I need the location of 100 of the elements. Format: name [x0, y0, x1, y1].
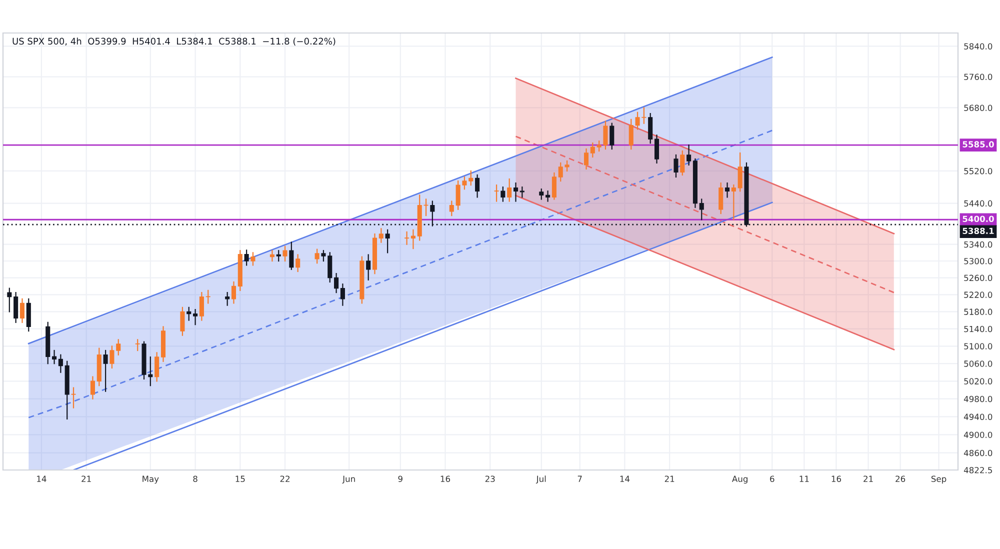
candlestick: [699, 198, 704, 220]
candlestick: [404, 231, 410, 245]
y-tick-label: 5680.0: [964, 104, 992, 112]
x-tick-label: 14: [620, 476, 630, 482]
candlestick: [738, 152, 742, 192]
candlestick: [558, 162, 563, 182]
candlestick: [244, 250, 249, 266]
candlestick: [231, 281, 236, 304]
x-tick-label: Aug: [732, 476, 748, 484]
candlestick: [564, 160, 570, 172]
candlestick: [103, 350, 108, 392]
x-tick-label: 26: [896, 476, 906, 482]
x-tick-label: 15: [236, 476, 245, 482]
y-tick-label: 5520.0: [964, 168, 992, 174]
candlestick: [314, 248, 320, 264]
candlestick: [71, 387, 76, 408]
candlestick: [90, 376, 96, 400]
chart-title: US SPX 500, 4h O5399.9 H5401.4 L5384.1 C5388.1 −11.8 (−0.22%): [12, 38, 336, 46]
candlestick: [385, 229, 390, 254]
y-tick-label: 4860.0: [964, 450, 992, 456]
candlestick: [378, 228, 384, 243]
candlestick: [328, 252, 332, 283]
candlestick: [628, 118, 634, 150]
y-tick-label: 5020.0: [964, 378, 992, 384]
x-tick-label: Jul: [536, 476, 546, 484]
candlestick: [180, 306, 185, 336]
candlestick: [366, 254, 371, 280]
candlestick: [193, 309, 198, 326]
candlestick: [449, 200, 454, 216]
candlestick: [539, 188, 544, 200]
ref-line-label: 5585.0: [962, 141, 994, 148]
candlestick: [282, 246, 288, 262]
candlestick: [225, 292, 230, 306]
candlestick: [410, 229, 416, 250]
candlestick: [52, 350, 57, 364]
x-tick-label: 8: [193, 476, 198, 482]
y-tick-label: 5220.0: [964, 292, 992, 298]
candlestick: [20, 298, 24, 323]
y-tick-label: 5060.0: [964, 360, 992, 367]
candlestick: [14, 292, 18, 323]
candlestick: [494, 184, 499, 202]
candlestick: [334, 273, 339, 294]
x-tick-label: May: [142, 476, 159, 484]
candlestick: [552, 172, 556, 200]
candlestick: [7, 288, 12, 312]
candlestick: [590, 142, 595, 158]
y-tick-label: 4900.0: [964, 432, 992, 438]
candlestick: [686, 144, 692, 166]
y-tick-label: 4940.0: [964, 414, 992, 420]
candlestick: [648, 113, 653, 144]
y-tick-label: 4822.5: [964, 466, 992, 474]
ref-line-label: 5400.0: [962, 216, 994, 222]
x-tick-label: 14: [37, 476, 46, 482]
candlestick: [718, 182, 724, 214]
candlestick: [654, 134, 660, 164]
candlestick: [289, 242, 294, 270]
y-tick-label: 5260.0: [964, 274, 992, 282]
candlestick: [513, 182, 518, 202]
candlestick: [26, 298, 31, 332]
candlestick: [110, 346, 114, 369]
x-tick-label: 7: [578, 476, 582, 482]
candlestick: [321, 250, 326, 262]
x-tick-label: Sep: [931, 476, 946, 484]
ref-line-label: 5388.1: [962, 228, 994, 234]
candlestick: [520, 186, 524, 198]
candlestick: [500, 186, 506, 202]
y-tick-label: 5440.0: [964, 200, 992, 207]
candlestick: [674, 154, 678, 178]
candlestick: [507, 178, 512, 202]
x-tick-label: 9: [398, 476, 402, 482]
candlestick: [116, 339, 121, 356]
candlestick: [58, 354, 63, 373]
candlestick: [270, 250, 274, 262]
y-tick-label: 5760.0: [964, 74, 992, 80]
candlestick: [186, 306, 192, 321]
x-tick-label: 16: [832, 476, 841, 482]
candlestick: [206, 290, 210, 304]
candlestick: [584, 148, 589, 170]
candlestick: [276, 250, 281, 262]
candlestick: [296, 254, 300, 272]
candlestick: [340, 284, 345, 306]
candlestick: [468, 170, 474, 186]
candlestick: [250, 252, 256, 266]
x-tick-label: 16: [440, 476, 450, 482]
x-tick-label: 21: [82, 476, 91, 482]
candlestick: [475, 174, 480, 198]
y-tick-label: 5340.0: [964, 241, 992, 248]
x-tick-label: 6: [770, 476, 774, 482]
y-tick-label: 5100.0: [964, 343, 992, 350]
x-tick-label: Jun: [342, 476, 355, 484]
candlestick: [546, 190, 550, 202]
x-tick-label: 21: [664, 476, 674, 482]
candlestick: [610, 122, 614, 150]
x-tick-label: 23: [485, 476, 495, 482]
y-tick-label: 5140.0: [964, 326, 992, 332]
y-tick-label: 5180.0: [964, 308, 992, 315]
y-tick-label: 5840.0: [964, 43, 992, 50]
candlestick: [724, 182, 730, 198]
candlestick: [154, 352, 160, 382]
candlestick: [731, 184, 736, 220]
